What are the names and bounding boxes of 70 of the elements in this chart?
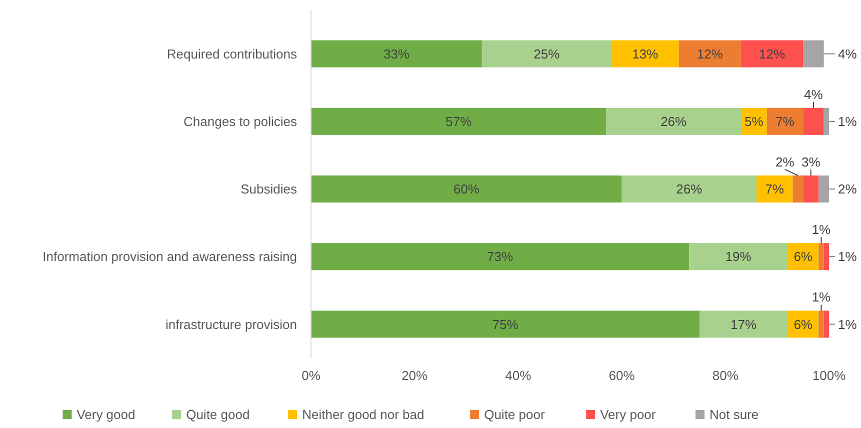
data-label: 2% bbox=[838, 182, 858, 197]
legend-label: Quite good bbox=[186, 407, 250, 422]
y-tick-label: Information provision and awareness raising bbox=[42, 249, 297, 264]
bar bbox=[766, 108, 804, 135]
legend-label: Neither good nor bad bbox=[302, 407, 424, 422]
x-tick-label: 100% bbox=[812, 368, 846, 383]
data-label: 17% bbox=[730, 316, 757, 332]
x-tick-label: 40% bbox=[505, 368, 532, 383]
bar bbox=[803, 175, 819, 203]
data-label: 5% bbox=[744, 114, 764, 129]
bar bbox=[818, 310, 824, 338]
bar bbox=[311, 243, 690, 270]
bar bbox=[678, 40, 741, 68]
bar bbox=[482, 40, 612, 68]
data-label: 26% bbox=[676, 182, 703, 197]
data-label: 26% bbox=[660, 114, 688, 129]
data-label: 19% bbox=[725, 249, 752, 264]
data-label: 6% bbox=[794, 316, 813, 332]
data-label: 1% bbox=[838, 114, 858, 129]
bar bbox=[311, 108, 606, 135]
y-tick-label: Required contributions bbox=[166, 46, 298, 62]
data-label: 57% bbox=[446, 114, 472, 129]
bar bbox=[622, 175, 756, 203]
x-tick-label: 80% bbox=[712, 368, 739, 383]
data-label: 6% bbox=[794, 249, 813, 264]
bar bbox=[311, 175, 622, 203]
bar bbox=[792, 175, 804, 203]
data-label: 7% bbox=[776, 114, 795, 129]
bar bbox=[803, 108, 824, 135]
legend-label: Quite poor bbox=[484, 407, 546, 422]
bar bbox=[803, 40, 824, 68]
data-label: 4% bbox=[804, 86, 824, 102]
data-label: 73% bbox=[487, 249, 514, 264]
data-label: 4% bbox=[838, 46, 858, 62]
bar bbox=[824, 108, 829, 135]
data-label: 1% bbox=[838, 249, 858, 264]
data-label: 1% bbox=[812, 222, 832, 238]
bar bbox=[756, 175, 793, 203]
bar bbox=[824, 310, 829, 338]
y-tick-label: infrastructure provision bbox=[166, 316, 297, 332]
data-label: 3% bbox=[801, 154, 821, 170]
data-label: 33% bbox=[383, 46, 410, 62]
y-tick-label: Changes to policies bbox=[184, 114, 298, 129]
x-tick-label: 20% bbox=[402, 368, 428, 383]
bar bbox=[606, 108, 741, 135]
bar bbox=[818, 243, 824, 270]
legend-label: Very poor bbox=[600, 407, 656, 422]
y-tick-label: Subsidies bbox=[240, 182, 298, 197]
data-label: 25% bbox=[534, 46, 560, 62]
bar bbox=[311, 40, 482, 68]
legend-label: Not sure bbox=[710, 407, 759, 422]
data-label: 1% bbox=[812, 290, 832, 305]
data-label: 1% bbox=[838, 316, 858, 332]
bar bbox=[689, 243, 788, 270]
x-tick-label: 60% bbox=[608, 368, 636, 383]
bar bbox=[818, 175, 829, 203]
bar bbox=[824, 243, 829, 270]
legend-label: Very good bbox=[76, 407, 136, 422]
bar bbox=[740, 40, 804, 68]
data-label: 13% bbox=[632, 46, 659, 62]
data-label: 7% bbox=[765, 182, 784, 197]
data-label: 12% bbox=[759, 46, 786, 62]
bar bbox=[311, 310, 700, 338]
bar bbox=[700, 310, 788, 338]
x-tick-label: 0% bbox=[302, 368, 321, 383]
data-label: 2% bbox=[775, 154, 795, 170]
data-label: 75% bbox=[492, 316, 519, 332]
bar bbox=[611, 40, 679, 68]
data-label: 12% bbox=[696, 46, 724, 62]
data-label: 60% bbox=[453, 182, 480, 197]
